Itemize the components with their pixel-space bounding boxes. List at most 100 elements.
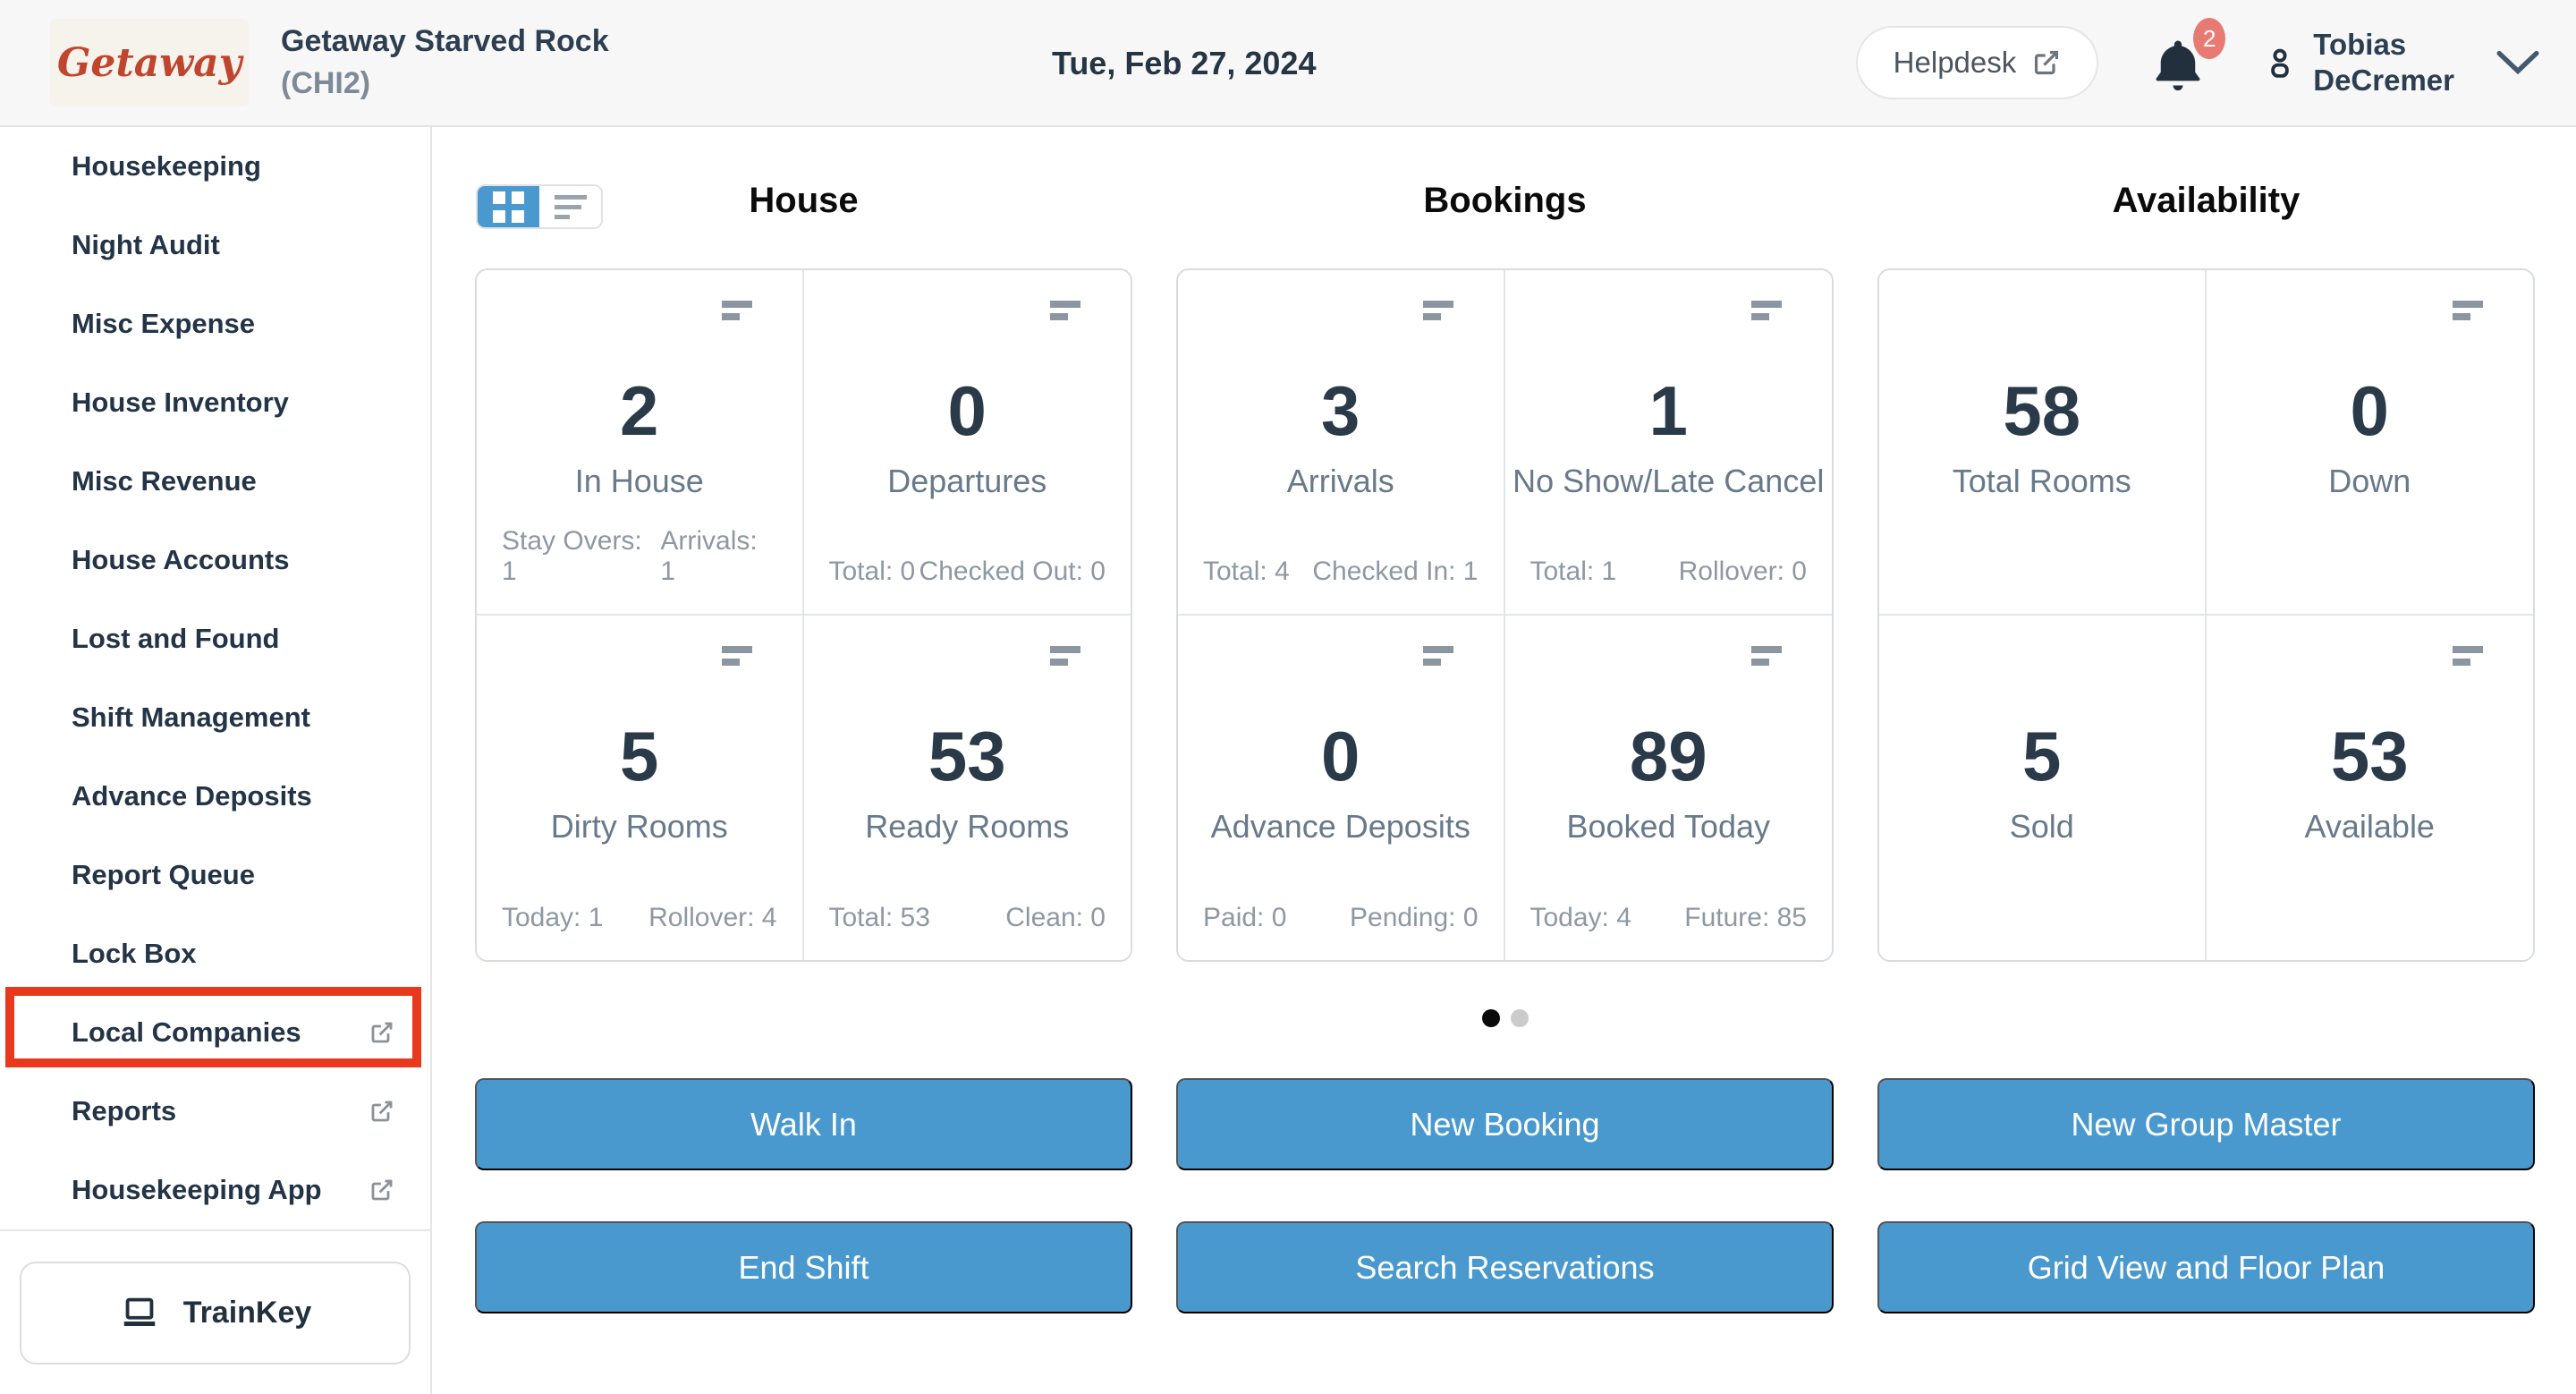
sidebar-item-house-inventory[interactable]: House Inventory [72,387,289,418]
card-no-show-late-cancel[interactable]: 1 No Show/Late Cancel Total: 1 Rollover: … [1504,270,1832,616]
card-down[interactable]: 0 Down [2206,270,2533,616]
card-menu-icon[interactable] [721,645,752,666]
helpdesk-label: Helpdesk [1893,46,2017,79]
section-bookings: Bookings 3 Arrivals Total: 4 Checked In: … [1176,127,1834,1394]
external-link-icon [369,1099,394,1124]
helpdesk-button[interactable]: Helpdesk [1855,26,2099,99]
card-stats: Total: 4 Checked In: 1 [1203,556,1479,586]
notifications-button[interactable]: 2 [2148,18,2226,97]
card-menu-icon[interactable] [1050,301,1080,320]
property-title: Getaway Starved Rock (CHI2) [281,21,609,105]
card-label: Sold [2009,807,2074,845]
sidebar-item-lock-box[interactable]: Lock Box [72,938,197,969]
pagination-dot-active[interactable] [1482,1009,1500,1027]
availability-card-grid: 58 Total Rooms 0 Down 5 Sold 53 Availabl… [1877,268,2535,962]
sidebar-item-misc-revenue[interactable]: Misc Revenue [72,465,257,497]
card-label: Available [2304,807,2435,845]
end-shift-button[interactable]: End Shift [475,1221,1132,1313]
section-house: House 2 In House Stay Overs: 1 Arrivals: … [475,127,1132,1394]
card-value: 58 [2003,371,2081,450]
getaway-logo: Getaway [50,19,249,106]
sidebar-item-misc-expense[interactable]: Misc Expense [72,308,256,339]
card-menu-icon[interactable] [721,301,752,320]
card-value: 53 [2330,716,2409,795]
grid-view-floor-plan-button[interactable]: Grid View and Floor Plan [1877,1221,2535,1313]
sidebar-item-shift-management[interactable]: Shift Management [72,701,310,733]
card-sold[interactable]: 5 Sold [1879,615,2207,960]
card-stats: Total: 0 Checked Out: 0 [828,556,1106,586]
card-label: Arrivals [1286,463,1394,499]
card-value: 89 [1629,716,1707,795]
card-value: 0 [1321,716,1360,795]
sidebar-item-reports[interactable]: Reports [0,1072,430,1151]
view-toggle [476,184,603,229]
sidebar-item-lost-and-found[interactable]: Lost and Found [72,623,280,654]
section-availability: Availability 58 Total Rooms 0 Down 5 Sol… [1877,127,2535,1394]
card-value: 0 [2350,371,2389,450]
card-value: 0 [947,371,987,450]
card-value: 5 [2022,716,2062,795]
chevron-down-icon[interactable] [2496,49,2540,76]
card-label: Ready Rooms [865,807,1070,845]
card-menu-icon[interactable] [1751,301,1782,320]
card-ready-rooms[interactable]: 53 Ready Rooms Total: 53 Clean: 0 [803,615,1131,960]
new-booking-button[interactable]: New Booking [1176,1078,1834,1170]
sidebar-item-local-companies[interactable]: Local Companies [0,993,430,1072]
card-stats: Total: 1 Rollover: 0 [1530,556,1808,586]
card-dirty-rooms[interactable]: 5 Dirty Rooms Today: 1 Rollover: 4 [477,615,804,960]
external-link-icon [369,1177,394,1203]
external-link-icon [369,1020,394,1045]
trainkey-button[interactable]: TrainKey [20,1261,411,1364]
user-menu[interactable]: Tobias DeCremer [2261,27,2540,98]
card-label: Down [2328,463,2411,499]
card-menu-icon[interactable] [2453,645,2483,666]
card-stats: Paid: 0 Pending: 0 [1203,903,1479,932]
list-view-button[interactable] [539,186,601,227]
card-label: Booked Today [1566,807,1770,845]
card-menu-icon[interactable] [1050,645,1080,666]
card-total-rooms[interactable]: 58 Total Rooms [1879,270,2207,616]
walk-in-button[interactable]: Walk In [475,1078,1132,1170]
card-stats: Today: 1 Rollover: 4 [502,903,777,932]
sidebar-item-report-queue[interactable]: Report Queue [72,859,255,890]
sidebar: Housekeeping Night Audit Misc Expense Ho… [0,127,432,1394]
sidebar-item-advance-deposits[interactable]: Advance Deposits [72,780,312,812]
external-link-icon [2032,48,2061,77]
getaway-logo-text: Getaway [56,39,242,86]
card-booked-today[interactable]: 89 Booked Today Today: 4 Future: 85 [1504,615,1832,960]
sidebar-item-housekeeping[interactable]: Housekeeping [72,150,261,182]
current-date: Tue, Feb 27, 2024 [1052,45,1317,81]
section-title: Availability [2112,181,2301,220]
card-menu-icon[interactable] [1422,645,1453,666]
pagination-dot[interactable] [1511,1009,1529,1027]
notification-badge: 2 [2193,18,2226,59]
card-available[interactable]: 53 Available [2206,615,2533,960]
user-icon [2261,44,2299,81]
search-reservations-button[interactable]: Search Reservations [1176,1221,1834,1313]
card-value: 3 [1321,371,1360,450]
sidebar-footer: TrainKey [0,1229,430,1394]
card-menu-icon[interactable] [2453,301,2483,320]
card-stats: Total: 53 Clean: 0 [828,903,1106,932]
sidebar-item-house-accounts[interactable]: House Accounts [72,544,290,575]
card-arrivals[interactable]: 3 Arrivals Total: 4 Checked In: 1 [1178,270,1505,616]
section-title: House [749,181,859,220]
property-name: Getaway Starved Rock [281,24,609,58]
card-label: In House [574,463,704,499]
grid-view-icon [493,191,524,223]
card-in-house[interactable]: 2 In House Stay Overs: 1 Arrivals: 1 [477,270,804,616]
card-value: 1 [1648,371,1688,450]
card-menu-icon[interactable] [1751,645,1782,666]
sidebar-item-night-audit[interactable]: Night Audit [72,229,220,260]
card-label: Dirty Rooms [550,807,728,845]
carousel-pagination [1482,1009,1529,1027]
card-menu-icon[interactable] [1422,301,1453,320]
card-advance-deposits[interactable]: 0 Advance Deposits Paid: 0 Pending: 0 [1178,615,1505,960]
card-departures[interactable]: 0 Departures Total: 0 Checked Out: 0 [803,270,1131,616]
list-view-icon [554,190,587,225]
grid-view-button[interactable] [478,186,539,227]
card-label: No Show/Late Cancel [1513,463,1825,499]
sidebar-item-housekeeping-app[interactable]: Housekeeping App [0,1151,430,1229]
new-group-master-button[interactable]: New Group Master [1877,1078,2535,1170]
